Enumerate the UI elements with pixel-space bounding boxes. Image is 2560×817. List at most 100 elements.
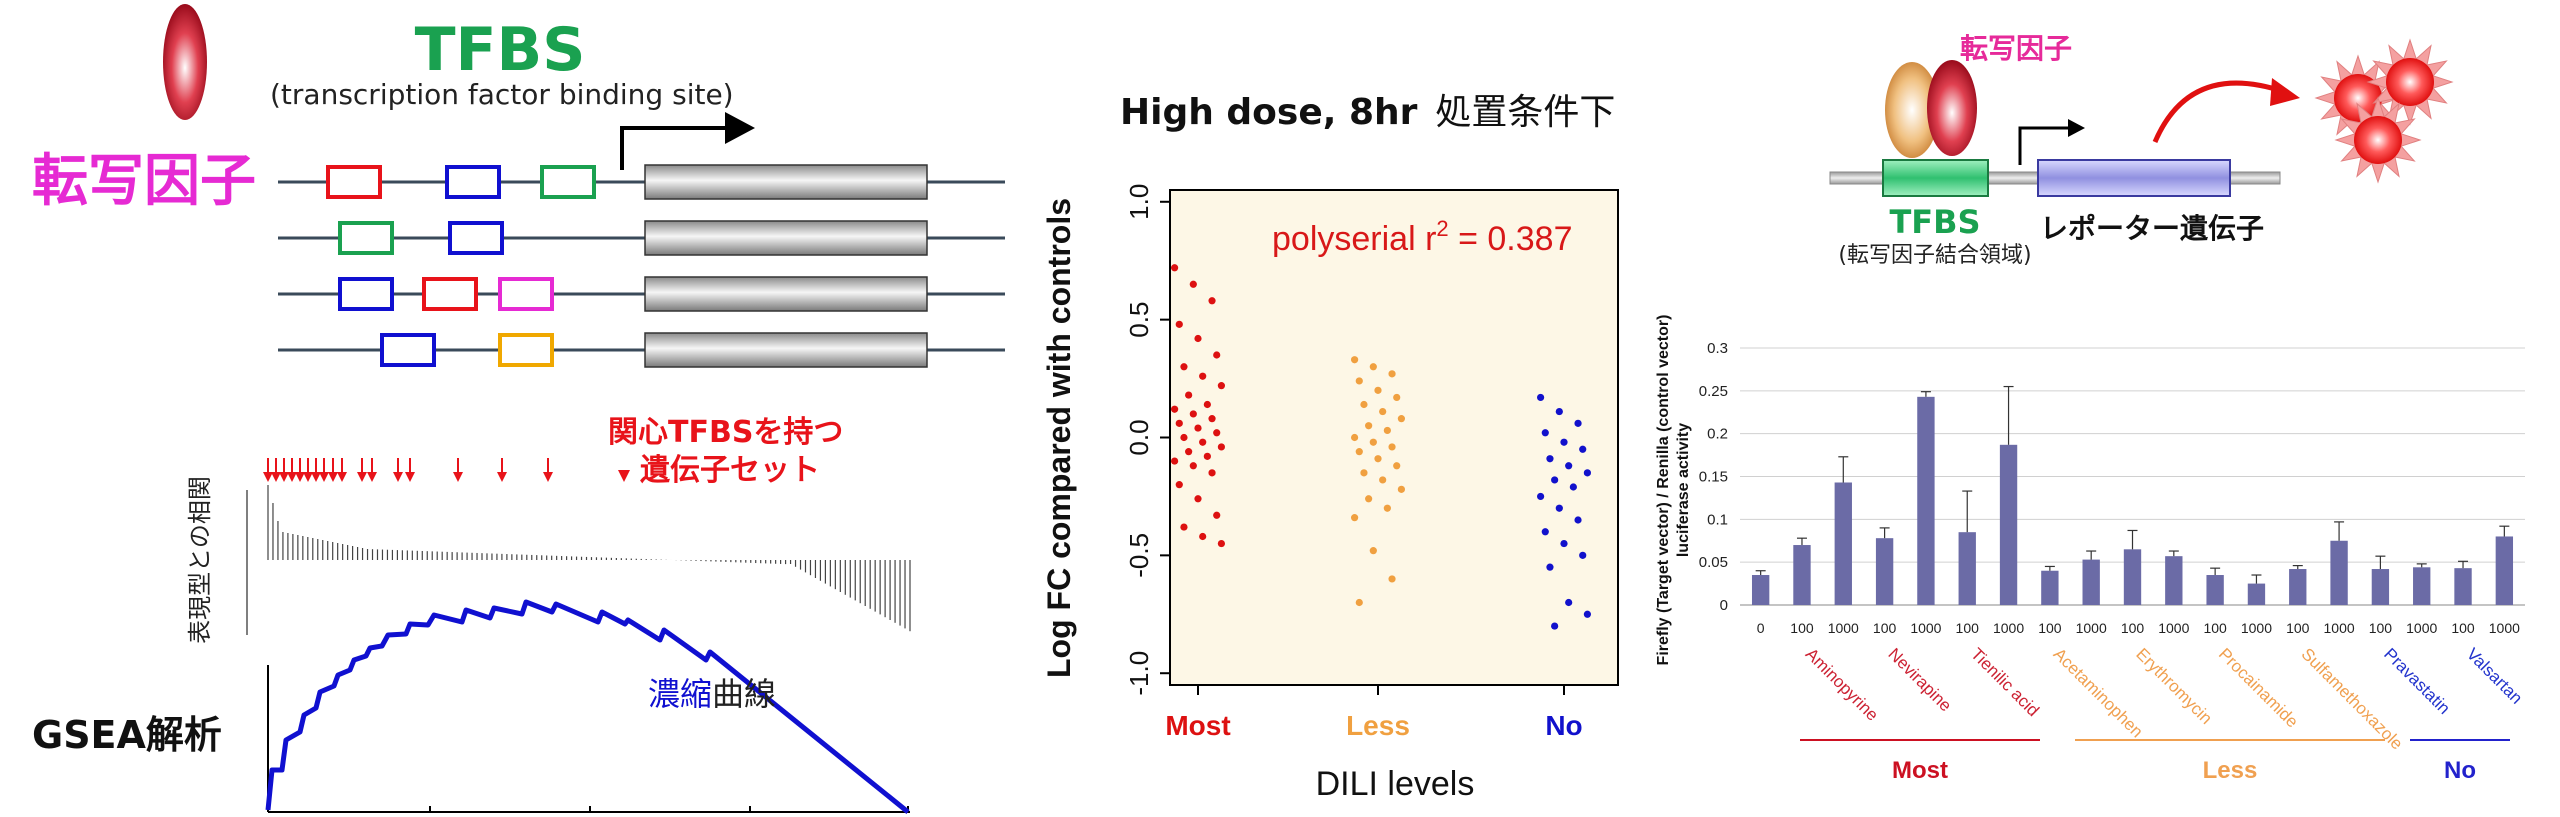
gene-set-marker-icon (319, 472, 329, 482)
drug-label: Erythromycin (2132, 644, 2216, 728)
scatter-point (1379, 407, 1387, 416)
x-tick-label: No (1545, 710, 1582, 741)
scatter-point (1208, 415, 1216, 423)
middle-title: High dose, 8hr 処置条件下 (1120, 92, 1615, 133)
y-tick-label: 0.25 (1699, 383, 1728, 400)
dose-label: 1000 (1910, 620, 1941, 636)
gene-set-marker-icon (453, 472, 463, 482)
middle-title-main: High dose, 8hr (1120, 92, 1418, 133)
luciferase-glow-icon (2354, 116, 2402, 164)
gene-body (644, 276, 928, 312)
bar (1875, 538, 1894, 605)
expression-arrowhead-icon (2270, 78, 2300, 106)
y-tick-label: 0.5 (1124, 302, 1154, 338)
scatter-point (1180, 523, 1188, 531)
scatter-point (1175, 419, 1183, 427)
scatter-point (1393, 462, 1401, 470)
dose-label: 100 (2369, 620, 2393, 636)
scatter-point (1199, 532, 1207, 541)
gene-body (644, 332, 928, 368)
scatter-point (1351, 433, 1359, 442)
scatter-point (1194, 495, 1202, 503)
scatter-point (1194, 424, 1202, 432)
binding-site-box (498, 333, 554, 367)
dose-label: 1000 (2241, 620, 2272, 636)
y-tick-label: 0.3 (1707, 340, 1728, 357)
binding-site-box (422, 277, 478, 311)
scatter-point (1355, 377, 1363, 385)
drug-label: Tienilic acid (1967, 644, 2043, 720)
scatter-point (1351, 514, 1359, 522)
bar (2330, 540, 2348, 605)
scatter-point (1388, 443, 1396, 451)
gene-body (644, 164, 928, 200)
scatter-point (1569, 483, 1577, 491)
middle-title-jp: 処置条件下 (1435, 92, 1615, 133)
scatter-point (1560, 438, 1568, 446)
promoter-arrowhead-icon (725, 112, 755, 144)
scatter-point (1199, 372, 1207, 380)
right-tfbs-sub: (転写因子結合領域) (1838, 243, 2031, 268)
x-tick-label: Less (1346, 710, 1410, 741)
scatter-x-ticks: Most Less No (1165, 685, 1583, 741)
scatter-point (1379, 476, 1387, 484)
gene-set-marker-icon (337, 472, 347, 482)
gene-set-marker-icon (295, 472, 305, 482)
y-tick-label: 0.2 (1707, 426, 1728, 443)
scatter-point (1574, 516, 1582, 524)
scatter-point (1180, 363, 1188, 371)
gene-rows (278, 164, 1005, 368)
scatter-point (1217, 443, 1225, 451)
scatter-point (1555, 407, 1563, 416)
bar (1793, 545, 1811, 605)
scatter-point (1217, 539, 1225, 548)
dose-label: 100 (2451, 620, 2475, 636)
bar (2495, 536, 2514, 605)
scatter-y-ticks: -1.0 -0.5 0.0 0.5 1.0 (1124, 184, 1170, 696)
gene-set-marker-icon (328, 472, 338, 482)
gene-set-marker-icon (497, 472, 507, 482)
middle-panel: High dose, 8hr 処置条件下 polyserial r2 = 0.38… (1041, 92, 1619, 803)
right-tfbs-label: TFBS (1889, 203, 1980, 241)
right-tf-label: 転写因子 (1960, 32, 2072, 65)
annotation-value: = 0.387 (1449, 220, 1573, 258)
scatter-point (1194, 334, 1202, 343)
scatter-point (1203, 452, 1211, 460)
gene-set-marker-icon (287, 472, 297, 482)
correlation-bars (267, 485, 911, 632)
binding-site-box (498, 277, 554, 311)
bar (2289, 569, 2307, 605)
binding-site-box (338, 277, 394, 311)
gene-set-marker-icon (357, 472, 367, 482)
tfbs-box (1882, 159, 1989, 197)
polyserial-annotation: polyserial r2 = 0.387 (1272, 216, 1572, 258)
scatter-point (1360, 400, 1368, 409)
gene-set-marker-icon (393, 472, 403, 482)
bar (2454, 568, 2472, 605)
bars (1751, 385, 2514, 605)
scatter-point (1551, 476, 1559, 484)
annotation-sup: 2 (1436, 216, 1448, 241)
gene-set-marker-icon (303, 472, 313, 482)
dose-label: 100 (2203, 620, 2227, 636)
scatter-y-label: Log FC compared with controls (1041, 198, 1077, 678)
gene-set-marker-icon (271, 472, 281, 482)
bar (1958, 532, 1976, 605)
right-panel: 転写因子 TFBS (転写因子結合領域) レポーター遺伝子 Firefly (T… (1655, 32, 2526, 784)
scatter-point (1203, 400, 1211, 409)
dose-label: 100 (1956, 620, 1980, 636)
scatter-point (1171, 264, 1179, 272)
transcription-factor-icon (163, 4, 207, 120)
bar (1751, 575, 1770, 605)
dose-label: 100 (2038, 620, 2062, 636)
bar (2041, 570, 2059, 605)
scatter-point (1397, 415, 1405, 423)
gene-set-marker-icon (405, 472, 415, 482)
scatter-point (1579, 551, 1587, 559)
bar (2165, 556, 2183, 605)
reporter-promoter-arrow-icon (2018, 126, 2070, 165)
enrichment-label: 濃縮曲線 (648, 675, 776, 713)
drug-label: Valsartan (2463, 644, 2526, 707)
scatter-point (1189, 280, 1197, 288)
scatter-point (1189, 410, 1197, 418)
